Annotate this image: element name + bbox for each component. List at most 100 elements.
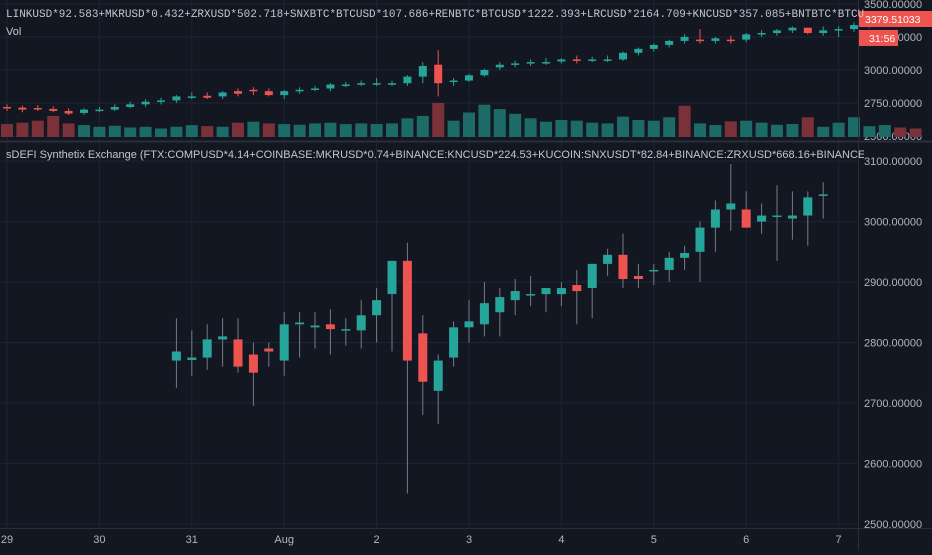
candle-body bbox=[511, 63, 520, 65]
candle-body bbox=[526, 62, 535, 64]
candle-body bbox=[480, 70, 489, 76]
candle-body bbox=[788, 27, 797, 31]
candle-body bbox=[634, 48, 643, 53]
volume-bar bbox=[555, 120, 568, 137]
candle-body bbox=[187, 96, 196, 98]
candle-body bbox=[773, 30, 781, 34]
candle-body bbox=[757, 33, 766, 35]
x-tick-label: 29 bbox=[1, 534, 13, 546]
volume-bar bbox=[1, 124, 13, 137]
volume-bar bbox=[647, 120, 660, 137]
candle-body bbox=[80, 109, 88, 113]
candle-body bbox=[295, 322, 305, 325]
volume-bar bbox=[432, 103, 445, 137]
candle-body bbox=[587, 263, 597, 289]
volume-bar bbox=[540, 121, 552, 137]
x-tick-label: 7 bbox=[836, 534, 842, 546]
candle-body bbox=[787, 215, 797, 219]
candle-body bbox=[726, 39, 735, 42]
candle-body bbox=[218, 336, 228, 340]
x-tick-label: Aug bbox=[274, 534, 294, 546]
volume-bar bbox=[309, 123, 321, 137]
candle-body bbox=[572, 285, 582, 292]
x-tick-label: 6 bbox=[743, 534, 749, 546]
volume-bar bbox=[78, 125, 90, 137]
volume-bar bbox=[185, 125, 198, 137]
volume-bar bbox=[509, 113, 522, 137]
x-tick-label: 2 bbox=[374, 534, 380, 546]
candle-body bbox=[742, 34, 751, 40]
candle-body bbox=[264, 348, 274, 352]
x-tick-label: 30 bbox=[93, 534, 105, 546]
candle-body bbox=[772, 215, 782, 218]
countdown-badge bbox=[859, 30, 898, 46]
volume-bar bbox=[909, 128, 922, 137]
volume-bar bbox=[678, 105, 691, 137]
volume-bar bbox=[848, 117, 860, 137]
candle-body bbox=[572, 59, 581, 61]
volume-bar bbox=[663, 117, 676, 137]
candle-body bbox=[64, 110, 73, 114]
candle-body bbox=[726, 203, 736, 210]
candle-body bbox=[187, 357, 197, 360]
candle-body bbox=[49, 108, 58, 111]
y-tick-label: 3000.00000 bbox=[864, 217, 922, 229]
candle-body bbox=[403, 76, 412, 84]
candle-body bbox=[433, 360, 443, 391]
candle-body bbox=[680, 253, 690, 258]
volume-bar bbox=[617, 116, 629, 137]
candle-body bbox=[341, 329, 351, 331]
candle-body bbox=[449, 80, 458, 83]
volume-bar bbox=[863, 126, 876, 137]
volume-bar bbox=[386, 123, 398, 137]
candle-body bbox=[803, 27, 812, 34]
y-tick-label: 2500.00000 bbox=[864, 519, 922, 531]
candle-body bbox=[248, 354, 258, 373]
candle-body bbox=[695, 227, 705, 252]
volume-bar bbox=[878, 125, 891, 137]
candle-body bbox=[633, 275, 643, 279]
volume-bar bbox=[293, 124, 306, 137]
candle-body bbox=[618, 254, 628, 279]
volume-bar bbox=[724, 121, 737, 137]
candle-body bbox=[249, 89, 258, 92]
candle-body bbox=[603, 254, 613, 264]
candle-body bbox=[850, 25, 858, 30]
candle-body bbox=[279, 324, 289, 361]
candle-body bbox=[233, 339, 243, 367]
volume-bar bbox=[232, 122, 244, 137]
candle-body bbox=[495, 64, 504, 68]
candle-body bbox=[449, 327, 459, 358]
volume-bar bbox=[155, 128, 167, 137]
candle-body bbox=[203, 95, 212, 98]
candle-body bbox=[495, 297, 505, 313]
volume-bar bbox=[31, 120, 44, 137]
candle-body bbox=[372, 83, 381, 85]
candle-body bbox=[619, 52, 627, 60]
volume-bar bbox=[201, 126, 214, 137]
volume-bar bbox=[478, 104, 491, 137]
candle-body bbox=[556, 288, 566, 295]
volume-bar bbox=[339, 124, 352, 137]
candle-body bbox=[818, 194, 828, 196]
candle-body bbox=[388, 83, 396, 85]
candle-body bbox=[526, 294, 536, 296]
candle-body bbox=[649, 269, 659, 272]
y-tick-label: 2800.00000 bbox=[864, 337, 922, 349]
y-tick-label: 2700.00000 bbox=[864, 398, 922, 410]
candle-body bbox=[803, 197, 813, 216]
volume-bar bbox=[447, 120, 460, 137]
volume-bar bbox=[216, 126, 229, 137]
volume-bar bbox=[694, 123, 706, 137]
candle-body bbox=[234, 91, 242, 94]
volume-bar bbox=[108, 125, 121, 137]
candle-body bbox=[218, 92, 227, 97]
candle-body bbox=[696, 39, 704, 42]
volume-bar bbox=[801, 117, 814, 137]
volume-bar bbox=[493, 109, 506, 137]
volume-bar bbox=[755, 122, 768, 137]
candle-body bbox=[3, 106, 11, 109]
countdown-badge-text: 31:56 bbox=[869, 33, 895, 45]
